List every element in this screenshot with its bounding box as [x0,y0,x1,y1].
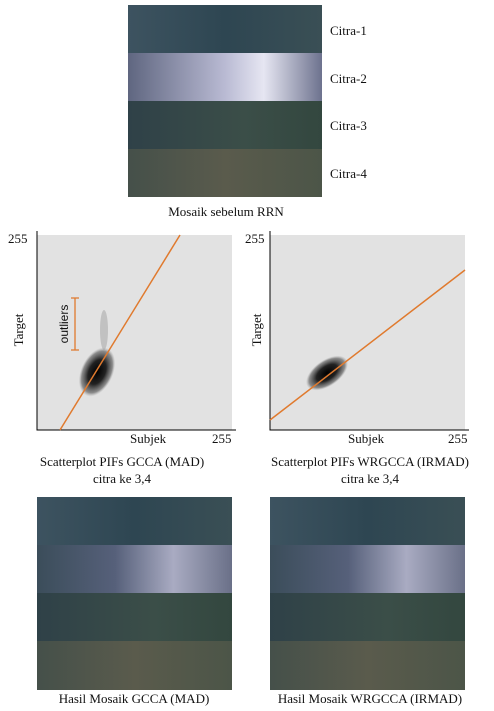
result-image [270,497,465,690]
x-axis-label: Subjek [130,431,167,446]
caption: citra ke 3,4 [341,471,400,486]
result-image [37,497,232,690]
scatterplot: outliers 255 Target Subjek 255 Scatterpl… [8,231,236,486]
x-axis-label: Subjek [348,431,385,446]
outlier-points [100,310,108,350]
caption: Scatterplot PIFs WRGCCA (IRMAD) [271,454,469,469]
caption: Hasil Mosaik WRGCCA (IRMAD) [278,691,462,706]
y-axis-label: Target [11,313,26,346]
caption: Hasil Mosaik GCCA (MAD) [59,691,210,706]
scatterplot: 255 Target Subjek 255 Scatterplot PIFs W… [245,231,469,486]
page: {"top_mosaic": {"strip_labels": ["Citra-… [0,0,494,711]
plot-area [270,235,465,430]
caption: Mosaik sebelum RRN [168,204,284,219]
caption: Scatterplot PIFs GCCA (MAD) [40,454,204,469]
y-max-label: 255 [245,231,265,246]
strip-label: Citra-2 [330,71,367,86]
x-max-label: 255 [212,431,232,446]
caption: citra ke 3,4 [93,471,152,486]
y-max-label: 255 [8,231,28,246]
figure: Citra-1 Citra-2 Citra-3 Citra-4 Mosaik s… [0,0,494,711]
strip-label: Citra-4 [330,166,367,181]
annotation: outliers [57,305,71,344]
strip-label: Citra-1 [330,23,367,38]
strip-label: Citra-3 [330,118,367,133]
mosaic-image [128,5,322,197]
y-axis-label: Target [249,313,264,346]
x-max-label: 255 [448,431,468,446]
